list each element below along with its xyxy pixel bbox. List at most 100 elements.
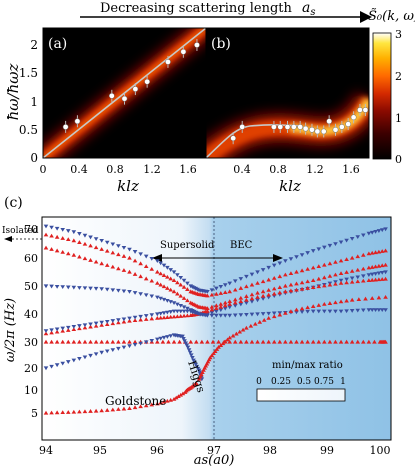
panel-b-label: (b)	[211, 36, 231, 52]
blue-series-point	[127, 247, 132, 252]
blue-series-point	[244, 274, 249, 279]
red-series-point	[43, 331, 49, 336]
blue-series-point	[178, 276, 184, 280]
red-series-point	[171, 397, 177, 401]
blue-series-point	[182, 339, 187, 344]
blue-series-point	[121, 345, 127, 350]
red-series-point	[288, 282, 294, 287]
data-point	[297, 124, 304, 130]
red-series-point	[299, 286, 305, 291]
blue-series-point	[383, 308, 388, 312]
blue-series-point	[116, 346, 121, 351]
red-series-point	[127, 318, 132, 323]
red-series-point	[88, 409, 93, 413]
bottom-y-tick: 10	[24, 384, 38, 397]
red-series-point	[165, 315, 170, 319]
blue-series-point	[383, 227, 388, 232]
blue-series-point	[344, 309, 349, 314]
red-series-point	[196, 376, 202, 381]
red-series-point	[60, 250, 65, 254]
red-series-point	[316, 303, 322, 307]
red-series-point	[205, 293, 210, 298]
red-series-point	[88, 258, 93, 262]
red-series-point	[99, 339, 104, 344]
red-series-point	[238, 286, 244, 290]
bottom-y-tick: 20	[24, 362, 38, 375]
data-point	[338, 124, 345, 130]
red-series-point	[238, 295, 244, 300]
blue-series-point	[158, 311, 163, 316]
red-series-point	[322, 302, 327, 306]
blue-series-point	[181, 278, 187, 283]
blue-series-point	[60, 227, 65, 232]
blue-series-point	[49, 225, 54, 230]
red-series-point	[143, 403, 149, 408]
red-series-point	[71, 327, 77, 331]
data-point	[271, 124, 277, 130]
red-series-point	[355, 279, 361, 284]
data-point	[345, 121, 352, 127]
red-series-point	[194, 381, 199, 385]
red-series-point	[149, 402, 155, 407]
blue-series-point	[149, 339, 155, 343]
red-series-point	[165, 286, 170, 290]
red-series-point	[132, 339, 138, 344]
red-series-point	[175, 314, 180, 319]
red-series-point	[277, 285, 283, 289]
blue-series-point	[232, 279, 238, 284]
blue-series-point	[249, 272, 255, 277]
blue-series-point	[161, 263, 167, 268]
blue-series-point	[175, 309, 180, 314]
blue-series-point	[238, 313, 244, 318]
red-series-point	[373, 264, 378, 269]
blue-series-point	[88, 322, 93, 327]
red-series-point	[316, 284, 322, 289]
red-series-point	[271, 314, 277, 319]
red-series-point	[253, 321, 258, 326]
red-series-point	[43, 410, 49, 415]
red-series-point	[299, 339, 305, 344]
red-series-point	[110, 339, 116, 344]
red-series-point	[271, 286, 277, 291]
data-point	[302, 125, 309, 132]
blue-series-point	[209, 311, 215, 315]
blue-series-point	[82, 233, 88, 238]
data-point	[74, 118, 81, 125]
blue-series-point	[316, 247, 322, 252]
blue-series-point	[205, 313, 210, 318]
blue-series-point	[121, 289, 127, 294]
top-x-tick: 0.8	[106, 163, 124, 176]
red-series-point	[209, 292, 215, 297]
red-series-point	[161, 315, 167, 320]
red-series-point	[218, 302, 224, 306]
red-series-point	[333, 260, 338, 264]
red-series-point	[60, 410, 65, 415]
red-series-point	[168, 314, 173, 319]
red-series-point	[383, 339, 388, 344]
data-point	[108, 92, 115, 99]
red-series-point	[49, 330, 54, 335]
blue-series-point	[155, 295, 160, 300]
data-point	[326, 118, 333, 125]
red-series-point	[178, 293, 184, 298]
red-series-point	[237, 329, 243, 334]
red-series-point	[244, 284, 249, 289]
blue-series-point	[366, 231, 372, 236]
blue-series-point	[355, 235, 361, 240]
blue-series-point	[260, 312, 266, 316]
bottom-y-tick: 60	[24, 252, 38, 265]
blue-series-point	[214, 313, 219, 318]
red-series-point	[305, 279, 310, 284]
blue-series-point	[266, 265, 271, 270]
red-series-point	[205, 309, 210, 313]
blue-series-point	[361, 274, 366, 279]
top-x-tick: 1.6	[179, 163, 197, 176]
red-series-point	[260, 339, 266, 344]
red-series-point	[93, 339, 99, 344]
red-series-point	[327, 339, 333, 344]
red-series-point	[383, 248, 388, 253]
red-series-point	[327, 301, 333, 305]
red-series-point	[127, 269, 132, 274]
blue-series-point	[255, 312, 260, 317]
